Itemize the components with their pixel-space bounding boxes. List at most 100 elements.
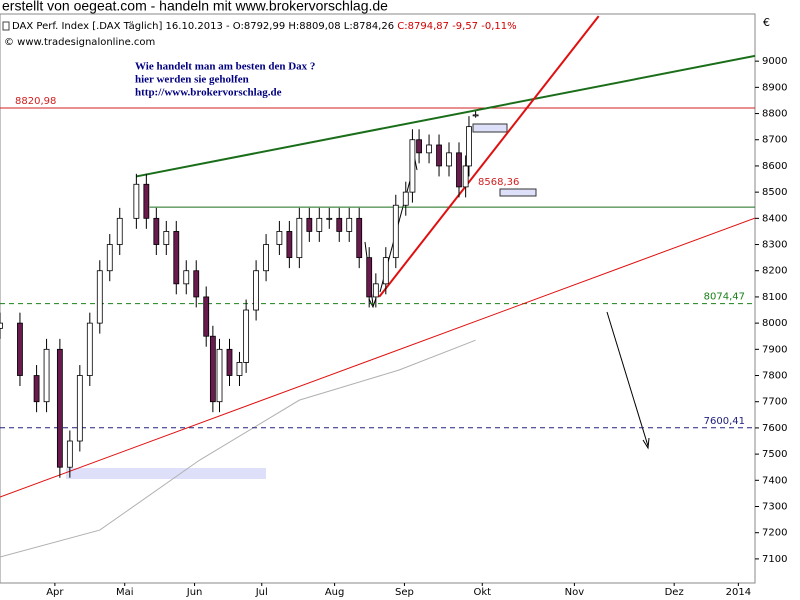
x-tick-label: Jun [186,587,203,598]
annotation: http://www.brokervorschlag.de [135,87,282,99]
candle-body [243,309,250,363]
candle-body [203,296,210,337]
candle-body [96,270,103,324]
y-tick-label: 8000 [762,318,787,329]
y-tick-label: 7200 [762,528,787,539]
zone-box [66,468,266,479]
y-tick-label: 7300 [762,502,787,513]
level-label: 8074,47 [704,292,745,303]
y-tick-label: 8200 [762,266,787,277]
y-tick-label: 8800 [762,109,787,120]
level-label: 8820,98 [15,96,56,107]
x-tick-label: Aug [325,587,345,598]
plot-area [0,13,756,584]
candle-body [153,217,160,245]
info-text: DAX Perf. Index [.DAX Täglich] 16.10.201… [12,21,394,32]
candle-body [173,231,180,285]
candle-body [17,322,23,376]
y-tick-label: 7900 [762,344,787,355]
arrow [606,311,649,447]
trend-line [0,217,755,498]
candle-body [193,270,200,298]
candle-body [56,348,63,468]
x-tick-label: Sep [395,587,414,598]
candle-body [436,144,442,167]
candle-body [466,126,472,167]
currency: € [763,16,770,29]
plot [0,15,755,558]
y-tick-label: 7700 [762,397,787,408]
candle-body [336,217,343,232]
candle-body [446,152,452,167]
marker-box [499,188,537,197]
candle-body [426,144,432,154]
candle-body [366,257,373,298]
candle-body [276,231,283,245]
y-tick-label: 7500 [762,449,787,460]
candle-body [226,348,233,376]
candle-body [316,217,323,232]
candle-body [106,244,113,272]
candle-body [326,217,333,220]
x-tick-label: Mai [116,587,134,598]
info-close: C:8794,87 -9,57 -0,11% [397,21,516,32]
axes: 7100 7200 7300 7400 7500 7600 7700 7800 7900 8000… [15,56,787,598]
candle-body [286,231,293,259]
candle-body [163,231,170,245]
candle-body [382,257,389,285]
y-tick-label: 8700 [762,135,787,146]
y-tick-label: 7800 [762,371,787,382]
candle-body [43,348,50,403]
candle-body [462,165,469,188]
candle-body [236,362,243,376]
marker-box [472,123,508,133]
candle-body [456,152,462,188]
x-tick-label: Okt [473,587,491,598]
x-tick-label: Apr [46,587,64,598]
candle-body [409,139,416,193]
level-label: 7600,41 [704,416,745,427]
candle-body [143,183,150,219]
candle-body [66,440,73,468]
candle-body [253,270,260,311]
annotation: 8568,36 [478,177,519,188]
x-tick-label: Nov [565,587,585,598]
candle-body [33,375,40,403]
candle-body [402,191,409,206]
candle-body [472,114,479,117]
y-tick-label: 8600 [762,161,787,172]
candle-body [306,217,313,232]
y-tick-label: 7600 [762,423,787,434]
candle-body [76,375,83,442]
y-tick-label: 7100 [762,554,787,565]
annotation: hier werden sie geholfen [135,74,249,86]
source: © www.tradesignalonline.com [4,37,155,48]
y-tick-label: 8100 [762,292,787,303]
chart-title: erstellt von oegeat.com - handeln mit ww… [2,0,388,14]
candle-body [263,244,269,272]
info-bar: DAX Perf. Index [.DAX Täglich] 16.10.201… [12,21,517,32]
candle-body [116,217,123,245]
y-tick-label: 9000 [762,56,787,67]
x-tick-label: Dez [665,587,684,598]
candle-body [0,322,3,329]
candle-body [356,217,363,259]
info-icon [2,21,10,31]
candle-body [372,283,379,298]
candle-body [346,217,353,232]
candle-body [416,139,422,154]
moving-average [0,339,476,558]
y-tick-label: 8300 [762,240,787,251]
arrow-head [368,297,377,309]
annotation: Wie handelt man am besten den Dax ? [135,61,315,73]
candle-body [216,348,223,403]
trend-line [136,54,755,178]
x-tick-label: Jul [255,587,268,598]
candle-body [209,335,216,403]
candle-body [86,322,93,376]
arrow-head [642,437,650,450]
y-tick-label: 8900 [762,82,787,93]
trend-line [378,15,600,298]
candle-body [133,183,140,219]
